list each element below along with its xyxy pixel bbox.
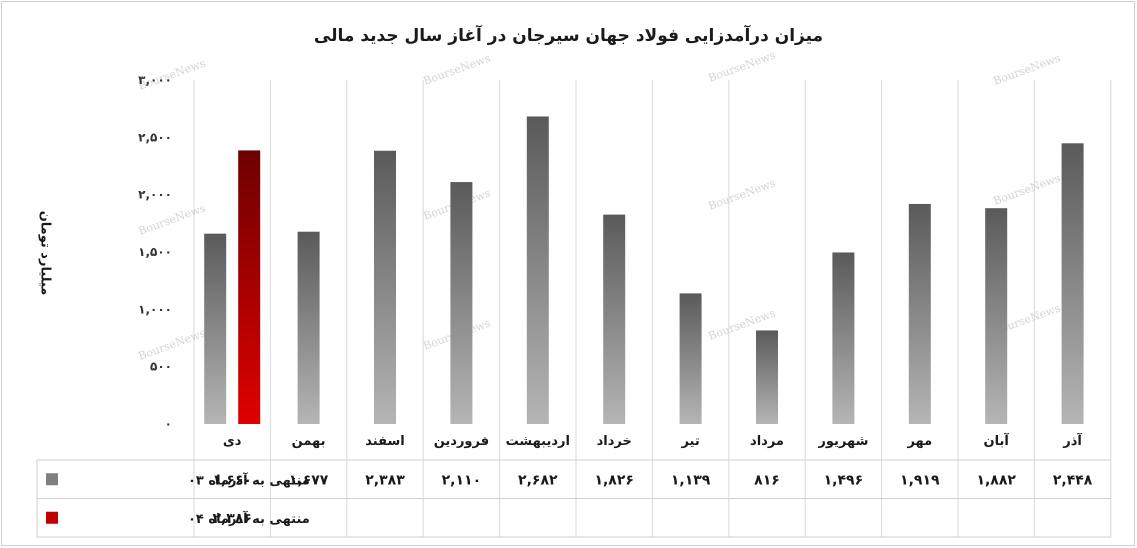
data-label: ۱,۸۲۶: [594, 472, 634, 488]
watermark-text: BourseNews: [707, 48, 778, 84]
data-label: ۱,۸۸۲: [976, 472, 1016, 488]
category-label: اسفند: [365, 434, 404, 449]
y-tick-label: ۱,۰۰۰: [138, 302, 172, 316]
legend-label: منتهی به آذرماه ۰۳: [188, 471, 310, 488]
watermark-text: BourseNews: [422, 51, 493, 87]
y-tick-label: ۵۰۰: [150, 360, 172, 374]
data-label: ۲,۶۸۲: [518, 472, 558, 488]
watermark-text: BourseNews: [992, 51, 1063, 87]
data-label: ۱,۶۶۰: [212, 472, 252, 488]
data-label: ۸۱۶: [754, 472, 780, 488]
bar-series-1: [450, 182, 473, 424]
watermark-text: BourseNews: [137, 326, 208, 362]
category-label: اردیبهشت: [506, 434, 570, 449]
bar-series-1: [756, 330, 778, 424]
data-label: ۲,۳۸۳: [365, 472, 405, 488]
y-axis: ۰ ۵۰۰ ۱,۰۰۰ ۱,۵۰۰ ۲,۰۰۰ ۲,۵۰۰ ۳,۰۰۰: [138, 73, 172, 431]
bar-series-1: [679, 293, 702, 424]
data-label: ۱,۱۳۹: [671, 472, 711, 488]
data-label: ۱,۴۹۶: [824, 472, 864, 488]
watermark-text: BourseNews: [137, 201, 208, 237]
data-label: ۲,۳۸۶: [212, 511, 252, 527]
category-labels: دی بهمن اسفند فروردین اردیبهشت خرداد تیر مرداد ش…: [223, 432, 1083, 449]
category-label: آذر: [1062, 432, 1082, 449]
legend-label: منتهی به آذرماه ۰۴: [188, 510, 310, 527]
watermark-text: BourseNews: [992, 171, 1063, 207]
gridlines: [193, 80, 1112, 537]
category-label: دی: [223, 434, 242, 449]
category-label: تیر: [680, 434, 699, 449]
category-label: آبان: [984, 432, 1010, 449]
watermark-text: BourseNews: [707, 176, 778, 212]
category-label: فروردین: [434, 434, 489, 449]
category-label: شهریور: [817, 434, 868, 449]
category-label: مهر: [906, 434, 932, 449]
y-tick-label: ۲,۵۰۰: [138, 130, 172, 144]
bar-series-1: [603, 214, 626, 424]
data-label: ۱,۶۷۷: [289, 472, 329, 488]
bar-series-1: [985, 208, 1008, 424]
y-tick-label: ۰: [165, 417, 172, 431]
category-label: خرداد: [597, 434, 632, 449]
data-label: ۱,۹۱۹: [900, 472, 940, 488]
data-label: ۲,۴۴۸: [1053, 472, 1093, 488]
bar-series-1: [297, 231, 320, 424]
data-label: ۲,۱۱۰: [442, 472, 482, 488]
y-tick-label: ۲,۰۰۰: [138, 188, 172, 202]
category-label: بهمن: [292, 434, 326, 449]
data-table: منتهی به آذرماه ۰۳۱,۶۶۰ ۱,۶۷۷ ۲,۳۸۳ ۲,۱۱۰ ۲,…: [36, 459, 1111, 538]
bar-series-1: [374, 150, 396, 424]
y-tick-label: ۱,۵۰۰: [138, 245, 172, 259]
legend-swatch: [46, 473, 58, 486]
bars: [204, 116, 1084, 425]
bar-series-1: [908, 203, 931, 424]
bar-series-1: [832, 252, 855, 424]
y-tick-label: ۳,۰۰۰: [138, 73, 172, 87]
bar-series-2: [238, 150, 261, 424]
legend-swatch: [46, 511, 58, 524]
bar-series-1: [526, 116, 549, 425]
bar-series-1: [204, 233, 227, 424]
chart-title: میزان درآمدزایی فولاد جهان سیرجان در آغا…: [313, 26, 824, 46]
bar-series-1: [1061, 143, 1084, 424]
category-label: مرداد: [750, 434, 784, 449]
